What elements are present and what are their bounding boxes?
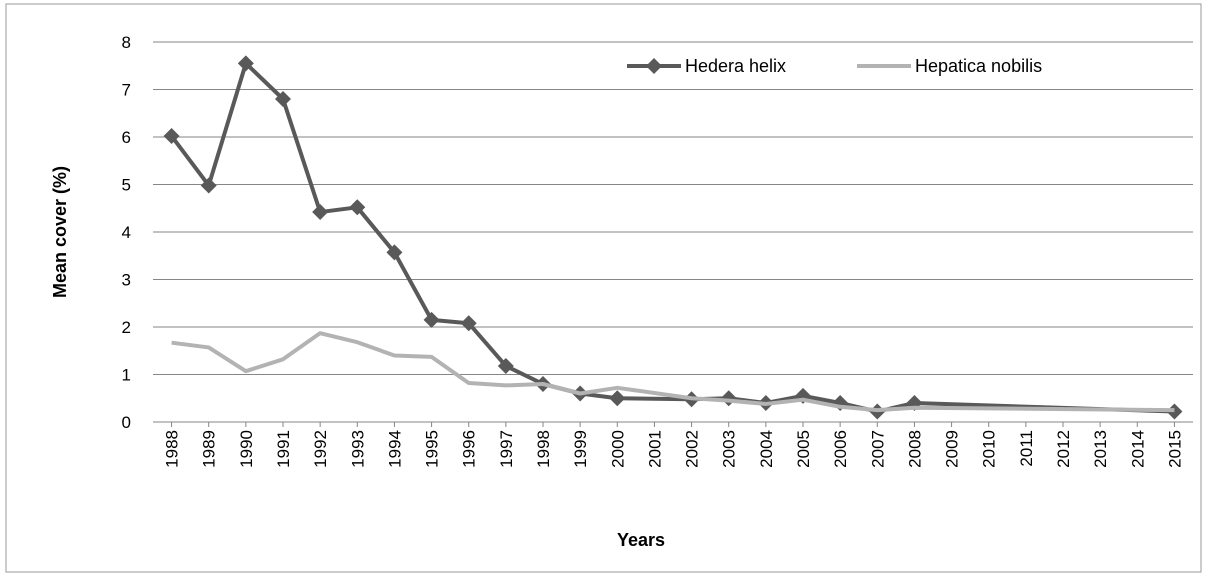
legend-marker [646, 58, 662, 74]
x-tick-label: 1989 [200, 430, 219, 468]
x-tick-label: 2005 [794, 430, 813, 468]
y-tick-label: 0 [122, 413, 131, 432]
marker [237, 55, 254, 72]
y-tick-label: 1 [122, 366, 131, 385]
marker [1166, 403, 1183, 420]
y-tick-label: 6 [122, 128, 131, 147]
x-tick-label: 1988 [163, 430, 182, 468]
legend-label: Hedera helix [685, 56, 786, 76]
x-tick-label: 2008 [905, 430, 924, 468]
x-tick-label: 1996 [460, 430, 479, 468]
x-tick-label: 1990 [237, 430, 256, 468]
marker [386, 244, 403, 261]
x-tick-label: 1994 [385, 430, 404, 468]
marker [460, 315, 477, 332]
y-tick-label: 8 [122, 33, 131, 52]
x-tick-label: 1997 [497, 430, 516, 468]
marker [609, 390, 626, 407]
marker [200, 177, 217, 194]
x-tick-label: 2010 [980, 430, 999, 468]
x-tick-label: 2004 [757, 430, 776, 468]
marker [497, 357, 514, 374]
x-tick-label: 2006 [831, 430, 850, 468]
marker [163, 128, 180, 145]
x-tick-label: 2012 [1054, 430, 1073, 468]
x-tick-label: 2009 [943, 430, 962, 468]
y-tick-label: 2 [122, 318, 131, 337]
marker [312, 204, 329, 221]
x-tick-label: 1993 [348, 430, 367, 468]
x-tick-label: 2011 [1017, 430, 1036, 467]
x-tick-label: 2003 [720, 430, 739, 468]
x-tick-label: 2014 [1128, 430, 1147, 468]
x-tick-label: 2002 [683, 430, 702, 468]
x-tick-label: 2007 [868, 430, 887, 468]
marker [275, 91, 291, 107]
legend-label: Hepatica nobilis [915, 56, 1042, 76]
y-tick-label: 4 [122, 223, 131, 242]
chart-border [5, 3, 1202, 573]
x-tick-label: 1991 [274, 430, 293, 468]
x-tick-label: 1999 [571, 430, 590, 468]
x-tick-label: 1998 [534, 430, 553, 468]
x-tick-label: 2013 [1091, 430, 1110, 468]
marker [349, 199, 366, 216]
x-tick-label: 1995 [423, 430, 442, 468]
series-line [171, 331, 1175, 413]
x-axis-label: Years [617, 530, 665, 550]
x-tick-label: 1992 [311, 430, 330, 468]
x-tick-label: 2001 [645, 430, 664, 468]
y-tick-label: 5 [122, 176, 131, 195]
x-tick-label: 2000 [608, 430, 627, 468]
y-tick-label: 3 [122, 271, 131, 290]
marker [423, 311, 440, 328]
y-axis-label: Mean cover (%) [50, 166, 70, 298]
x-tick-label: 2015 [1165, 430, 1184, 468]
y-tick-label: 7 [122, 81, 131, 100]
